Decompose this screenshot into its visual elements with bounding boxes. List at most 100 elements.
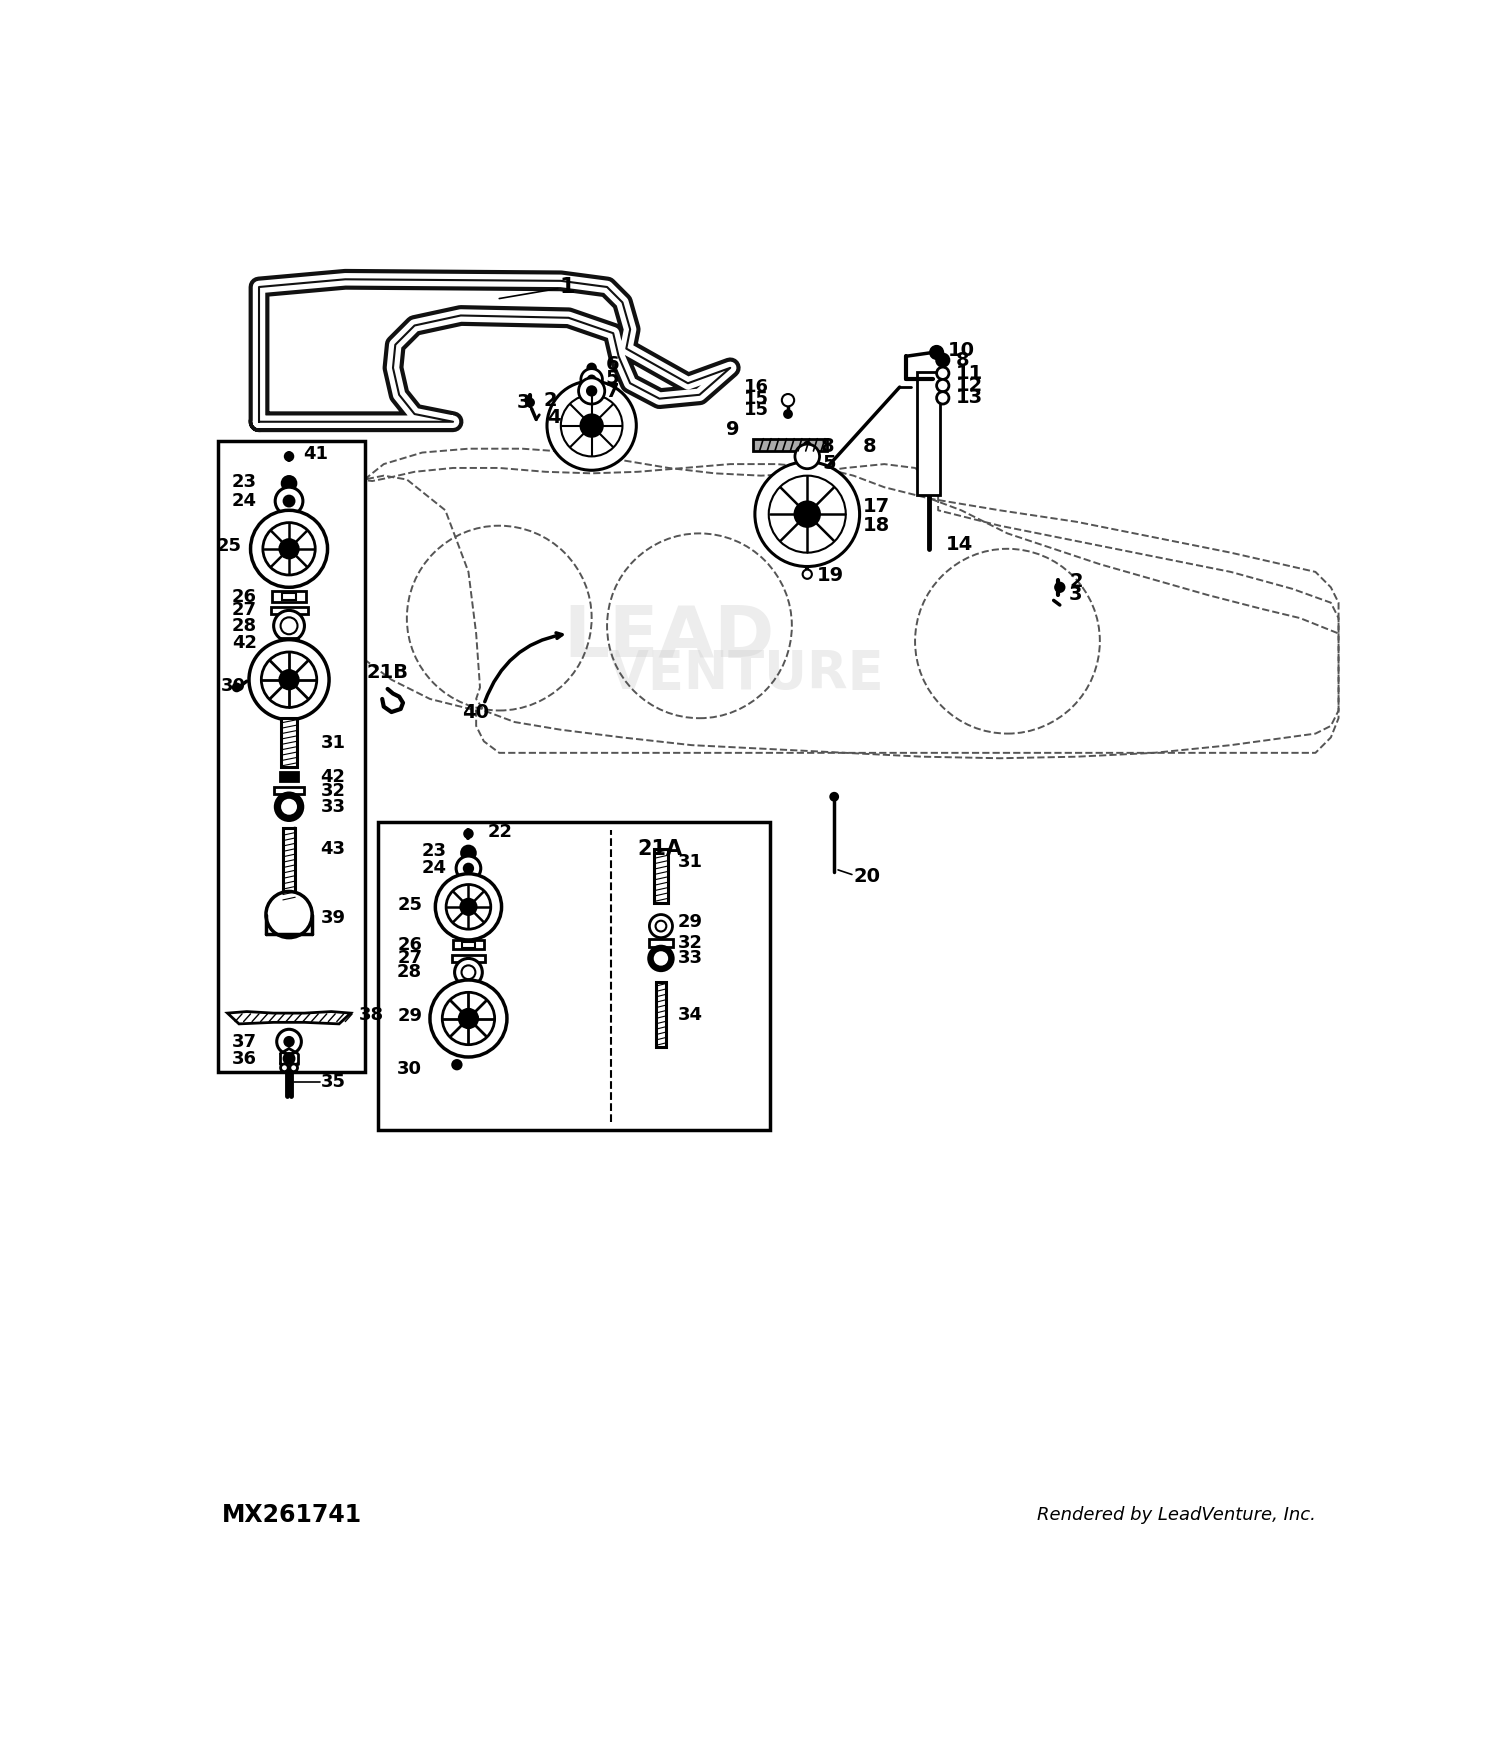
Bar [282, 718, 297, 768]
Bar [648, 940, 674, 947]
Circle shape [290, 1064, 297, 1071]
Text: 13: 13 [956, 388, 982, 408]
Text: 22: 22 [488, 822, 513, 842]
Circle shape [446, 884, 491, 929]
Circle shape [284, 1054, 294, 1064]
Text: 37: 37 [231, 1032, 256, 1050]
Circle shape [276, 1029, 302, 1054]
Text: 8: 8 [956, 350, 969, 369]
Circle shape [936, 368, 950, 380]
Circle shape [280, 1064, 288, 1071]
Circle shape [754, 462, 859, 567]
Circle shape [782, 394, 794, 406]
Text: 16: 16 [744, 378, 768, 396]
Circle shape [648, 947, 674, 971]
Polygon shape [228, 1011, 351, 1024]
Circle shape [273, 611, 304, 640]
Text: 25: 25 [216, 537, 242, 555]
Text: 21A: 21A [638, 838, 682, 859]
Text: 8: 8 [821, 438, 834, 457]
Circle shape [768, 476, 846, 553]
Bar [654, 849, 668, 903]
Text: 27: 27 [398, 950, 423, 968]
Text: 5: 5 [606, 369, 619, 388]
Text: 21B: 21B [368, 663, 410, 681]
Circle shape [262, 523, 315, 576]
Circle shape [795, 444, 819, 469]
Circle shape [656, 920, 666, 931]
Circle shape [282, 476, 296, 490]
Text: 23: 23 [231, 473, 256, 490]
Circle shape [456, 856, 482, 880]
Circle shape [285, 1038, 294, 1046]
Bar [273, 788, 304, 794]
Text: 19: 19 [816, 567, 843, 584]
Circle shape [280, 618, 297, 634]
Circle shape [936, 354, 950, 366]
Text: 40: 40 [462, 702, 489, 721]
Text: 42: 42 [321, 768, 345, 786]
Bar [280, 772, 298, 780]
Bar [217, 441, 364, 1073]
Text: 33: 33 [321, 798, 345, 816]
Circle shape [459, 1010, 477, 1027]
Bar [753, 439, 827, 452]
Circle shape [936, 380, 950, 392]
Circle shape [274, 487, 303, 514]
Text: Rendered by LeadVenture, Inc.: Rendered by LeadVenture, Inc. [1036, 1507, 1316, 1524]
Circle shape [249, 640, 328, 719]
Text: 26: 26 [398, 936, 423, 954]
Circle shape [285, 453, 292, 460]
Circle shape [795, 502, 819, 527]
Text: 28: 28 [231, 616, 256, 635]
Text: 31: 31 [321, 733, 345, 752]
Circle shape [831, 793, 839, 800]
Text: LEAD: LEAD [562, 602, 774, 672]
Circle shape [588, 376, 596, 383]
Circle shape [261, 653, 316, 707]
Text: 2: 2 [544, 392, 558, 411]
Text: 30: 30 [398, 1059, 423, 1078]
Text: 15: 15 [744, 390, 768, 408]
Text: 6: 6 [606, 355, 619, 373]
Text: 27: 27 [231, 602, 256, 620]
Text: 9: 9 [726, 420, 740, 439]
Circle shape [930, 346, 944, 359]
Circle shape [454, 959, 483, 987]
Circle shape [462, 966, 476, 980]
Circle shape [650, 915, 672, 938]
Circle shape [548, 382, 636, 471]
Circle shape [274, 793, 303, 821]
Text: 14: 14 [946, 536, 974, 555]
Circle shape [435, 873, 501, 940]
Text: 39: 39 [321, 910, 345, 928]
Text: 17: 17 [862, 497, 889, 516]
Text: 32: 32 [678, 934, 703, 952]
Circle shape [266, 891, 312, 938]
Text: 23: 23 [422, 842, 447, 861]
Bar [282, 593, 296, 600]
Text: 18: 18 [862, 516, 889, 536]
Text: 29: 29 [678, 914, 703, 931]
Bar [378, 822, 771, 1130]
Circle shape [453, 1060, 462, 1069]
Text: 41: 41 [303, 444, 328, 464]
Circle shape [1054, 583, 1065, 592]
Text: 38: 38 [358, 1006, 384, 1024]
Circle shape [656, 952, 668, 964]
Text: 15: 15 [744, 401, 768, 420]
Text: 3: 3 [516, 394, 530, 411]
Text: 43: 43 [321, 840, 345, 858]
Circle shape [464, 864, 472, 873]
Text: 5: 5 [822, 453, 837, 472]
Circle shape [462, 845, 476, 859]
Circle shape [579, 378, 604, 404]
Bar [918, 371, 940, 495]
Text: 32: 32 [321, 782, 345, 800]
Bar [272, 592, 306, 602]
Circle shape [802, 569, 812, 579]
Circle shape [442, 992, 495, 1045]
Bar [452, 954, 486, 963]
Text: VENTURE: VENTURE [608, 648, 883, 700]
Circle shape [784, 410, 792, 418]
